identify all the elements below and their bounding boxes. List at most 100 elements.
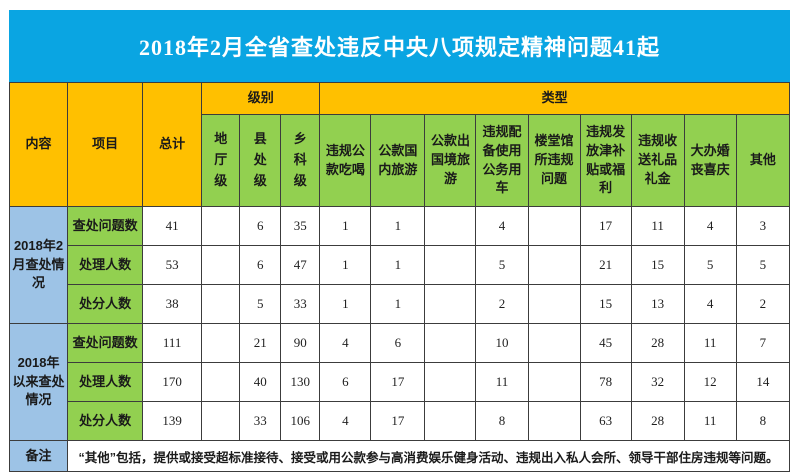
table-row: 处分人数 139 33 106 4 17 8 63 28 11 8 <box>10 401 791 441</box>
data-cell: 15 <box>630 245 685 285</box>
data-cell: 47 <box>280 245 321 285</box>
col-header-level-1-label: 县处级 <box>253 131 267 188</box>
data-cell: 12 <box>683 362 737 402</box>
row-label: 处理人数 <box>67 245 144 285</box>
corner-header-total: 总计 <box>142 82 203 207</box>
note-label: 备注 <box>8 440 69 472</box>
data-cell: 5 <box>239 284 282 324</box>
data-cell <box>527 284 581 324</box>
data-cell <box>424 284 477 324</box>
data-cell <box>424 206 477 246</box>
data-cell: 63 <box>579 401 632 441</box>
data-cell: 8 <box>475 401 529 441</box>
data-cell: 11 <box>683 401 737 441</box>
note-row: 备注 “其他”包括，提供或接受超标准接待、接受或用公款参与高消费娱乐健身活动、违… <box>8 440 790 472</box>
table-row: 处理人数 53 6 47 1 1 5 21 15 5 5 <box>10 245 791 285</box>
row-label: 查处问题数 <box>67 206 144 246</box>
group-header-type: 类型 <box>319 82 790 115</box>
row-group-label-1: 2018年以来查处情况 <box>8 323 69 441</box>
data-cell: 21 <box>579 245 632 285</box>
data-cell <box>527 206 581 246</box>
row-label: 处理人数 <box>67 362 144 402</box>
data-cell: 11 <box>475 362 529 402</box>
col-header-level-2: 乡科级 <box>280 114 321 207</box>
data-cell: 1 <box>370 206 426 246</box>
table-row: 处分人数 38 5 33 1 1 2 15 13 4 2 <box>10 284 791 324</box>
row-label: 处分人数 <box>67 401 144 441</box>
data-cell: 6 <box>319 362 372 402</box>
data-cell: 17 <box>370 401 426 441</box>
data-cell: 139 <box>142 401 203 441</box>
header-group-row: 内容 项目 总计 级别 类型 <box>8 82 790 207</box>
data-cell: 32 <box>630 362 685 402</box>
data-cell <box>201 362 241 402</box>
col-header-type-8: 其他 <box>735 114 791 207</box>
data-cell <box>527 362 581 402</box>
data-cell <box>201 401 241 441</box>
col-header-type-4: 楼堂馆所违规问题 <box>527 114 581 207</box>
data-cell: 5 <box>683 245 737 285</box>
data-cell: 33 <box>280 284 321 324</box>
data-cell: 4 <box>475 206 529 246</box>
col-header-level-0: 地厅级 <box>201 114 241 207</box>
data-cell: 38 <box>142 284 203 324</box>
data-cell: 41 <box>142 206 203 246</box>
data-cell: 8 <box>735 401 791 441</box>
data-cell: 40 <box>239 362 282 402</box>
data-cell: 28 <box>630 323 685 363</box>
data-cell: 4 <box>683 206 737 246</box>
col-header-type-0: 违规公款吃喝 <box>319 114 372 207</box>
data-cell: 28 <box>630 401 685 441</box>
row-label: 处分人数 <box>67 284 144 324</box>
report-title-bar: 2018年2月全省查处违反中央八项规定精神问题41起 <box>9 10 790 82</box>
col-header-level-2-label: 乡科级 <box>293 131 307 188</box>
col-header-type-6: 违规收送礼品礼金 <box>630 114 685 207</box>
corner-header-content: 内容 <box>8 82 69 207</box>
col-header-type-2: 公款出国境旅游 <box>424 114 477 207</box>
data-cell: 6 <box>239 245 282 285</box>
data-cell: 14 <box>735 362 791 402</box>
data-cell: 90 <box>280 323 321 363</box>
data-cell: 1 <box>370 245 426 285</box>
data-cell <box>424 362 477 402</box>
data-cell: 1 <box>319 245 372 285</box>
table-row: 2018年以来查处情况 查处问题数 111 21 90 4 6 10 45 28… <box>8 323 791 441</box>
col-header-type-7: 大办婚丧喜庆 <box>683 114 737 207</box>
table-row: 2018年2月查处情况 查处问题数 41 6 35 1 1 4 17 11 4 … <box>8 206 791 324</box>
col-header-type-3: 违规配备使用公务用车 <box>475 114 529 207</box>
data-cell: 111 <box>142 323 203 363</box>
data-cell: 21 <box>239 323 282 363</box>
col-header-type-5: 违规发放津补贴或福利 <box>579 114 632 207</box>
data-cell: 3 <box>735 206 791 246</box>
data-cell: 78 <box>579 362 632 402</box>
data-cell: 4 <box>319 323 372 363</box>
data-cell <box>527 323 581 363</box>
report-title: 2018年2月全省查处违反中央八项规定精神问题41起 <box>138 35 660 60</box>
data-cell: 17 <box>370 362 426 402</box>
col-header-level-0-label: 地厅级 <box>214 131 228 188</box>
data-cell: 170 <box>142 362 203 402</box>
corner-header-project: 项目 <box>67 82 144 207</box>
data-cell <box>201 206 241 246</box>
data-cell <box>527 245 581 285</box>
data-cell <box>201 245 241 285</box>
data-cell: 4 <box>319 401 372 441</box>
data-cell: 33 <box>239 401 282 441</box>
data-cell: 17 <box>579 206 632 246</box>
row-label: 查处问题数 <box>67 323 144 363</box>
data-cell: 7 <box>735 323 791 363</box>
data-cell: 2 <box>475 284 529 324</box>
data-cell <box>201 323 241 363</box>
data-cell <box>424 245 477 285</box>
col-header-type-1: 公款国内旅游 <box>370 114 426 207</box>
data-cell: 2 <box>735 284 791 324</box>
group-header-level: 级别 <box>201 82 321 115</box>
data-cell: 130 <box>280 362 321 402</box>
data-cell <box>201 284 241 324</box>
col-header-level-1: 县处级 <box>239 114 282 207</box>
data-cell: 6 <box>239 206 282 246</box>
data-cell: 6 <box>370 323 426 363</box>
data-cell <box>424 323 477 363</box>
data-cell: 1 <box>319 206 372 246</box>
data-cell: 13 <box>630 284 685 324</box>
